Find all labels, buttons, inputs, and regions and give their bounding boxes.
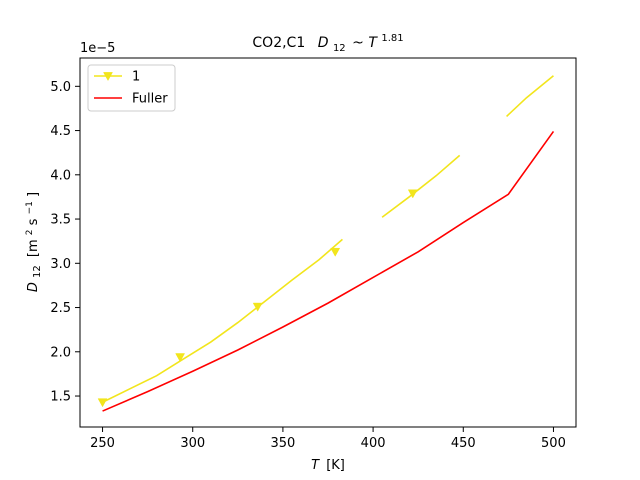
x-tick-label: 350 [270,436,295,451]
chart-title-subscript: 12 [333,43,346,54]
y-tick-label: 2.5 [50,301,71,316]
chart-title-exponent: 1.81 [381,33,403,44]
y-tick-label: 3.5 [50,213,71,228]
y-axis-label: D 12 [m 2 s −1 ] [21,192,44,292]
legend-1-marker [103,72,113,82]
x-tick-label: 450 [451,436,476,451]
series-1-marker [97,398,108,408]
y-tick-label: 4.5 [50,124,71,139]
series-fuller-line [102,130,555,412]
y-axis-label-subscript: 12 [32,265,43,278]
y-axis-label-symbol: D [26,282,41,292]
chart-title-base: T [368,35,378,51]
series-1-line [102,238,343,403]
series-1-marker [252,302,263,312]
plot-area [79,57,577,428]
y-tick-label: 4.0 [50,168,71,183]
y-offset-text: 1e−5 [80,41,115,56]
y-axis-label-unit-pre: [m [26,239,41,257]
y-tick-label: 2.0 [50,345,71,360]
legend: 1 Fuller [87,64,176,112]
y-tick-label: 5.0 [50,80,71,95]
x-axis-label: T [K] [311,458,345,473]
chart-title-symbol: D [318,35,329,51]
series-1-line [381,154,461,218]
y-axis-label-unit-mid: s [26,218,41,225]
x-tick-label: 500 [541,436,566,451]
y-tick-label: 1.5 [50,390,71,405]
x-tick-label: 400 [361,436,386,451]
y-axis-ticks: 1.5 2.0 2.5 3.0 3.5 4.0 4.5 5.0 [50,80,80,405]
x-axis-label-symbol: T [311,458,320,473]
y-axis-label-unit-sup2: −1 [25,201,35,214]
legend-entries: 1 Fuller [94,70,168,107]
legend-1-label: 1 [132,70,140,85]
series-1-marker [330,247,341,257]
y-tick-label: 3.0 [50,257,71,272]
x-axis-ticks: 250 300 350 400 450 500 [90,427,566,451]
y-axis-label-unit-post: ] [26,192,41,197]
x-axis-label-unit: [K] [326,458,345,473]
y-axis-label-unit-sup1: 2 [25,229,35,235]
x-tick-label: 300 [180,436,205,451]
legend-fuller-label: Fuller [132,92,168,107]
chart-title: CO2,C1 D 12 ~ T 1.81 [252,33,403,55]
chart-title-tilde: ~ [352,35,364,51]
chart-title-main: CO2,C1 [252,35,305,51]
axes-frame [79,57,577,428]
series-1-marker [407,189,418,199]
series-layer [97,75,555,412]
series-1-marker [175,353,186,363]
x-tick-label: 250 [90,436,115,451]
series-1-line [506,75,554,117]
